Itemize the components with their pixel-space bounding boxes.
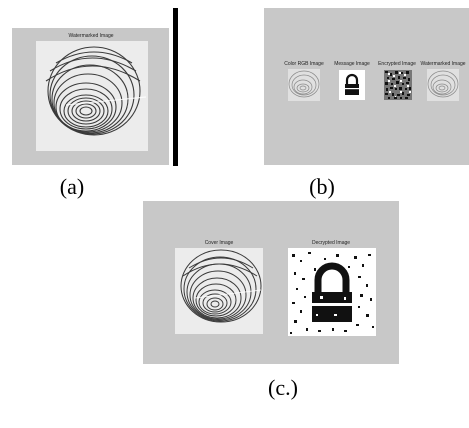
fingerprint-icon (180, 249, 262, 323)
panel-c-title-1: Cover Image (204, 240, 234, 246)
lock-icon (345, 73, 359, 95)
caption-c: (c.) (268, 375, 298, 400)
panel-b-title-3: Encrypted Image (378, 61, 416, 67)
divider-bar (173, 8, 178, 166)
color-rgb-image (288, 69, 320, 101)
fingerprint-icon (288, 70, 320, 98)
encrypted-image (384, 70, 412, 100)
panel-c-title-2: Decrypted Image (311, 240, 351, 246)
fingerprint-icon (45, 46, 147, 136)
caption-b: (b) (309, 174, 335, 199)
cover-image (175, 248, 263, 334)
panel-a-title: Watermarked Image (68, 33, 114, 39)
panel-b-title-2: Message Image (334, 61, 370, 67)
message-image (339, 70, 365, 100)
decrypted-image (288, 248, 376, 336)
watermarked-image-small (427, 69, 459, 101)
noise-icon (384, 70, 412, 100)
panel-b-title-1: Color RGB Image (284, 61, 324, 67)
panel-b-title-4: Watermarked Image (420, 61, 466, 67)
caption-a: (a) (59, 174, 85, 199)
fingerprint-watermarked-image (36, 41, 148, 151)
fingerprint-icon (427, 70, 459, 98)
lock-icon (290, 252, 374, 334)
